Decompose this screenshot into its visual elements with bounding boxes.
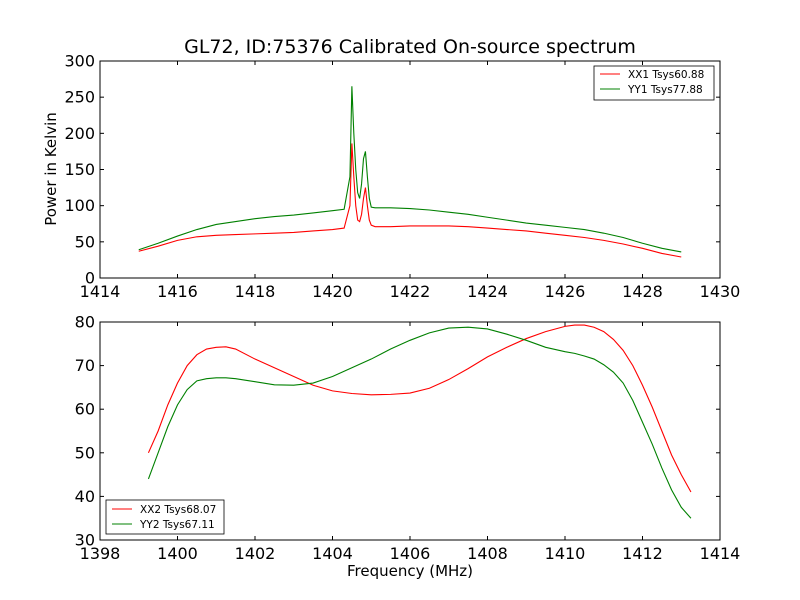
top-y-tick-label: 300 (64, 52, 95, 71)
bottom-x-tick-label: 1402 (235, 544, 276, 563)
bottom-y-tick-label: 30 (75, 531, 95, 550)
top-y-tick-label: 50 (75, 232, 95, 251)
top-x-tick-label: 1416 (157, 282, 198, 301)
bottom-legend: XX2 Tsys68.07 YY2 Tsys67.11 (105, 499, 225, 535)
top-y-axis-label: Power in Kelvin (42, 112, 60, 226)
top-x-tick-label: 1420 (312, 282, 353, 301)
bottom-x-tick-label: 1412 (622, 544, 663, 563)
top-y-tick-label: 100 (64, 196, 95, 215)
bottom-x-tick-label: 1408 (467, 544, 508, 563)
top-y-tick-label: 0 (85, 269, 95, 288)
top-axis-ticks: 1414 1416 1418 1420 1422 1424 1426 1428 1430 0 50 1… (64, 52, 740, 302)
top-series-lines (138, 86, 682, 258)
bottom-axis-ticks: 1398 1400 1402 1404 1406 1408 1410 1412 1414 30 40… (75, 313, 741, 564)
bottom-x-tick-label: 1406 (390, 544, 431, 563)
top-x-tick-label: 1428 (622, 282, 663, 301)
top-x-tick-label: 1424 (467, 282, 508, 301)
top-spectrum-panel: 1414 1416 1418 1420 1422 1424 1426 1428 1430 0 50 1… (42, 52, 740, 302)
top-series-line-1 (138, 143, 682, 258)
top-x-tick-label: 1422 (390, 282, 431, 301)
bottom-series-lines (147, 324, 692, 519)
bottom-x-tick-label: 1404 (312, 544, 353, 563)
bottom-spectrum-panel: 1398 1400 1402 1404 1406 1408 1410 1412 1414 30 40… (75, 313, 741, 581)
bottom-y-tick-label: 50 (75, 443, 95, 462)
top-y-tick-label: 200 (64, 124, 95, 143)
bottom-legend-box (105, 499, 225, 535)
top-x-tick-label: 1426 (545, 282, 586, 301)
bottom-y-tick-label: 80 (75, 313, 95, 332)
legend-label-xx1: XX1 Tsys60.88 (628, 69, 704, 81)
bottom-series-line-2 (147, 326, 692, 519)
top-series-line-2 (138, 86, 682, 253)
top-y-tick-label: 250 (64, 88, 95, 107)
top-x-tick-label: 1414 (80, 282, 121, 301)
legend-label-yy1: YY1 Tsys77.88 (627, 84, 703, 96)
bottom-x-tick-label: 1400 (157, 544, 198, 563)
top-legend-box (593, 65, 715, 101)
bottom-y-tick-label: 60 (75, 400, 95, 419)
bottom-x-tick-label: 1410 (545, 544, 586, 563)
top-x-tick-label: 1418 (235, 282, 276, 301)
bottom-y-tick-label: 70 (75, 356, 95, 375)
bottom-x-tick-label: 1414 (700, 544, 741, 563)
bottom-series-line-1 (147, 324, 692, 493)
legend-label-xx2: XX2 Tsys68.07 (140, 504, 216, 516)
bottom-x-tick-label: 1398 (80, 544, 121, 563)
top-legend: XX1 Tsys60.88 YY1 Tsys77.88 (593, 65, 715, 101)
bottom-y-tick-label: 40 (75, 487, 95, 506)
bottom-x-axis-label: Frequency (MHz) (347, 562, 473, 580)
legend-label-yy2: YY2 Tsys67.11 (139, 519, 215, 531)
top-y-tick-label: 150 (64, 160, 95, 179)
top-x-tick-label: 1430 (700, 282, 741, 301)
chart-title: GL72, ID:75376 Calibrated On-source spec… (184, 36, 636, 58)
